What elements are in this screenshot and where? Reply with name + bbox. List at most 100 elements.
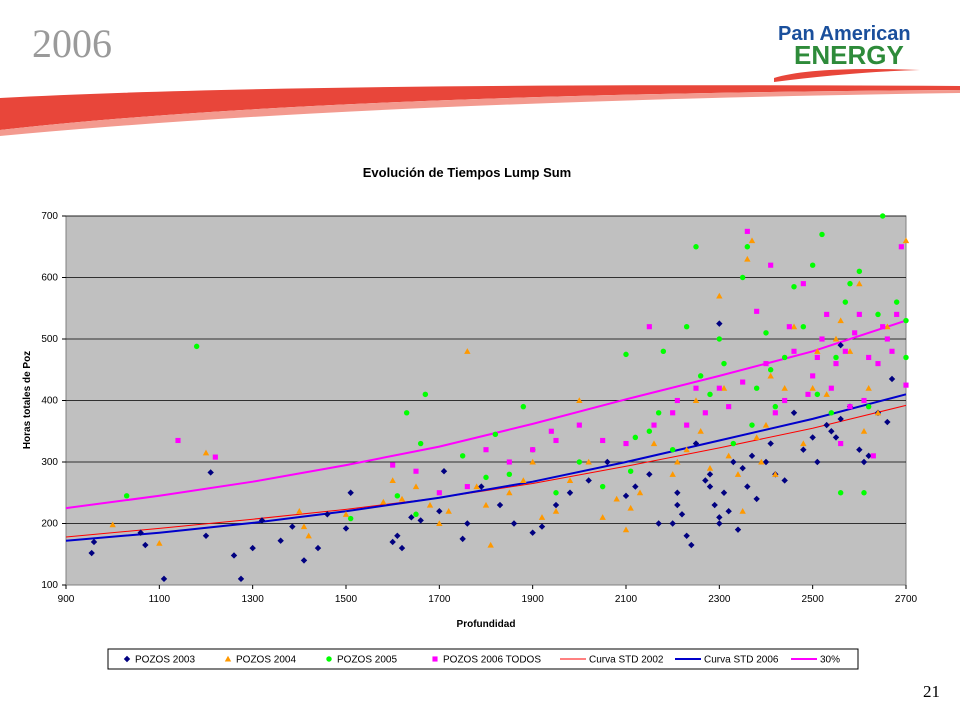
y-tick-label: 300 [41,457,58,468]
data-point [520,403,527,410]
data-point [772,410,778,416]
data-point [237,575,245,583]
legend-label: Curva STD 2006 [704,655,779,666]
data-point [767,440,774,447]
data-point [566,477,574,484]
data-point [716,385,722,391]
data-point [814,348,821,354]
data-point [669,446,676,453]
data-point [753,434,760,440]
data-point [734,526,742,533]
data-point [483,474,489,481]
data-point [725,452,732,459]
data-point [646,324,652,330]
legend-label: POZOS 2006 TODOS [443,655,541,666]
data-point [655,520,662,527]
data-point [889,348,895,354]
data-point [702,477,709,484]
legend-box [107,648,859,670]
data-point [692,440,700,447]
data-point [847,280,853,287]
curve-line-2 [65,393,907,542]
data-point [604,458,611,466]
data-point [646,428,653,434]
data-point [824,311,830,317]
data-point [790,323,798,330]
data-point [861,490,867,496]
data-point [529,529,536,536]
data-point [842,299,849,305]
data-point [837,341,844,349]
data-point [781,385,788,391]
page-number: 21 [923,682,940,701]
data-point [483,447,489,453]
data-point [398,544,406,552]
data-point [706,483,714,490]
data-point [627,468,634,474]
data-point [510,520,518,527]
data-point [763,330,769,336]
data-point [903,382,909,388]
data-point [888,375,896,383]
data-point [277,537,284,544]
data-point [445,508,452,514]
legend-item: Curva STD 2002 [560,655,664,666]
data-point [413,468,419,474]
data-point [702,410,708,416]
data-point [706,471,714,478]
data-point [772,403,779,410]
data-point [711,501,718,509]
data-point [856,280,863,287]
data-point [860,458,868,466]
data-point [249,544,256,552]
data-point [716,514,723,521]
data-point [417,440,424,447]
data-point [622,526,630,533]
data-point [422,391,429,398]
data-point [585,477,592,484]
y-tick-label: 100 [41,580,58,591]
data-point [202,532,210,539]
data-point [436,520,443,527]
x-tick-label: 2500 [802,594,825,605]
data-point [730,440,737,447]
data-point [566,489,574,496]
data-point [426,501,434,508]
data-point [828,410,835,416]
data-point [791,348,797,354]
data-point [809,385,816,391]
data-point [627,504,634,511]
legend-item: POZOS 2006 TODOS [432,655,541,666]
data-point [754,308,760,314]
data-point [852,330,858,336]
data-point [202,449,210,456]
data-point [496,501,504,509]
legend-label: 30% [820,655,840,666]
data-point [506,471,513,478]
data-point [716,320,723,327]
data-point [837,490,844,496]
data-point [720,489,728,496]
data-point [781,354,788,361]
x-tick-label: 900 [58,594,75,605]
logo-line2: ENERGY [794,40,904,70]
data-point [296,508,303,514]
x-axis-label: Profundidad [457,619,516,630]
data-point [893,299,900,305]
legend-marker [326,656,332,662]
data-point [655,410,662,416]
data-point [576,459,583,465]
data-point [576,422,582,428]
data-point [553,490,559,496]
data-point [669,471,676,477]
legend-item: Curva STD 2006 [675,655,779,666]
data-point [109,521,116,528]
data-point [697,373,704,379]
data-point [459,453,466,459]
data-point [856,446,863,453]
legend-item: POZOS 2004 [224,655,296,666]
data-point [748,237,756,244]
data-point [819,231,825,238]
data-point [478,483,485,490]
data-point [632,434,639,441]
